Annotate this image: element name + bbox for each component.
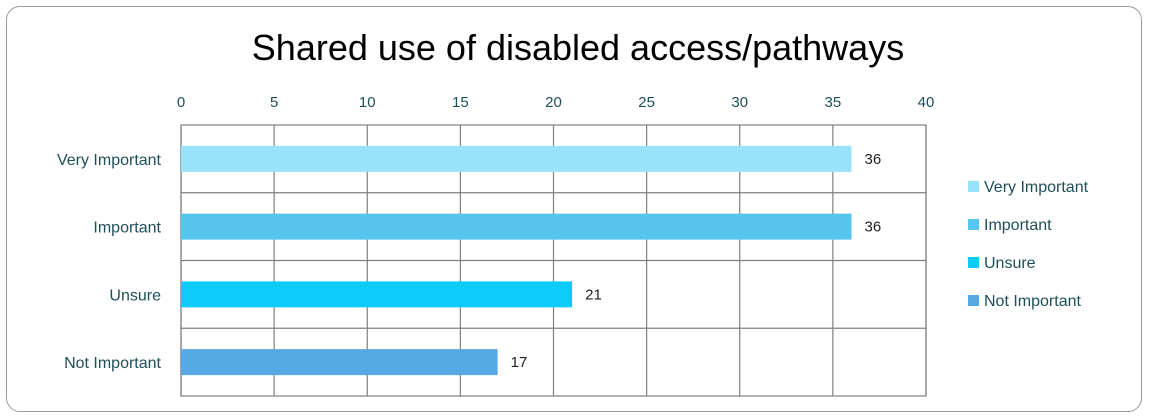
grid: [180, 124, 927, 397]
bar: [181, 213, 852, 240]
category-label: Important: [93, 220, 161, 237]
x-tick-label: 10: [359, 94, 376, 111]
data-label: 36: [865, 151, 882, 168]
chart-frame: [6, 6, 1142, 412]
x-tick-label: 35: [825, 94, 842, 111]
legend-swatch: [968, 295, 979, 306]
x-tick-label: 25: [638, 94, 655, 111]
x-tick-labels: 0 5 10 15 20 25 30 35 40: [177, 94, 935, 111]
category-label: Not Important: [64, 355, 161, 372]
category-label: Very Important: [57, 152, 162, 169]
x-tick-label: 20: [545, 94, 562, 111]
legend-label: Very Important: [984, 179, 1089, 196]
legend: Very Important Important Unsure Not Importa…: [968, 179, 1089, 310]
legend-label: Important: [984, 217, 1052, 234]
data-label: 21: [585, 286, 602, 303]
x-tick-label: 15: [452, 94, 469, 111]
chart-title: Shared use of disabled access/pathways: [252, 27, 904, 68]
data-label: 17: [511, 354, 528, 371]
category-label: Unsure: [109, 287, 161, 304]
legend-swatch: [968, 181, 979, 192]
bar: [181, 281, 573, 308]
bar: [181, 145, 852, 172]
bar: [181, 349, 498, 376]
data-labels: 36 36 21 17: [511, 151, 882, 371]
legend-swatch: [968, 219, 979, 230]
bars: [181, 145, 852, 376]
x-tick-label: 5: [270, 94, 278, 111]
legend-label: Not Important: [984, 293, 1081, 310]
x-tick-label: 40: [918, 94, 935, 111]
legend-label: Unsure: [984, 255, 1036, 272]
x-tick-label: 30: [731, 94, 748, 111]
category-labels: Very Important Important Unsure Not Importa…: [57, 152, 162, 372]
x-tick-label: 0: [177, 94, 185, 111]
legend-swatch: [968, 257, 979, 268]
data-label: 36: [865, 219, 882, 236]
